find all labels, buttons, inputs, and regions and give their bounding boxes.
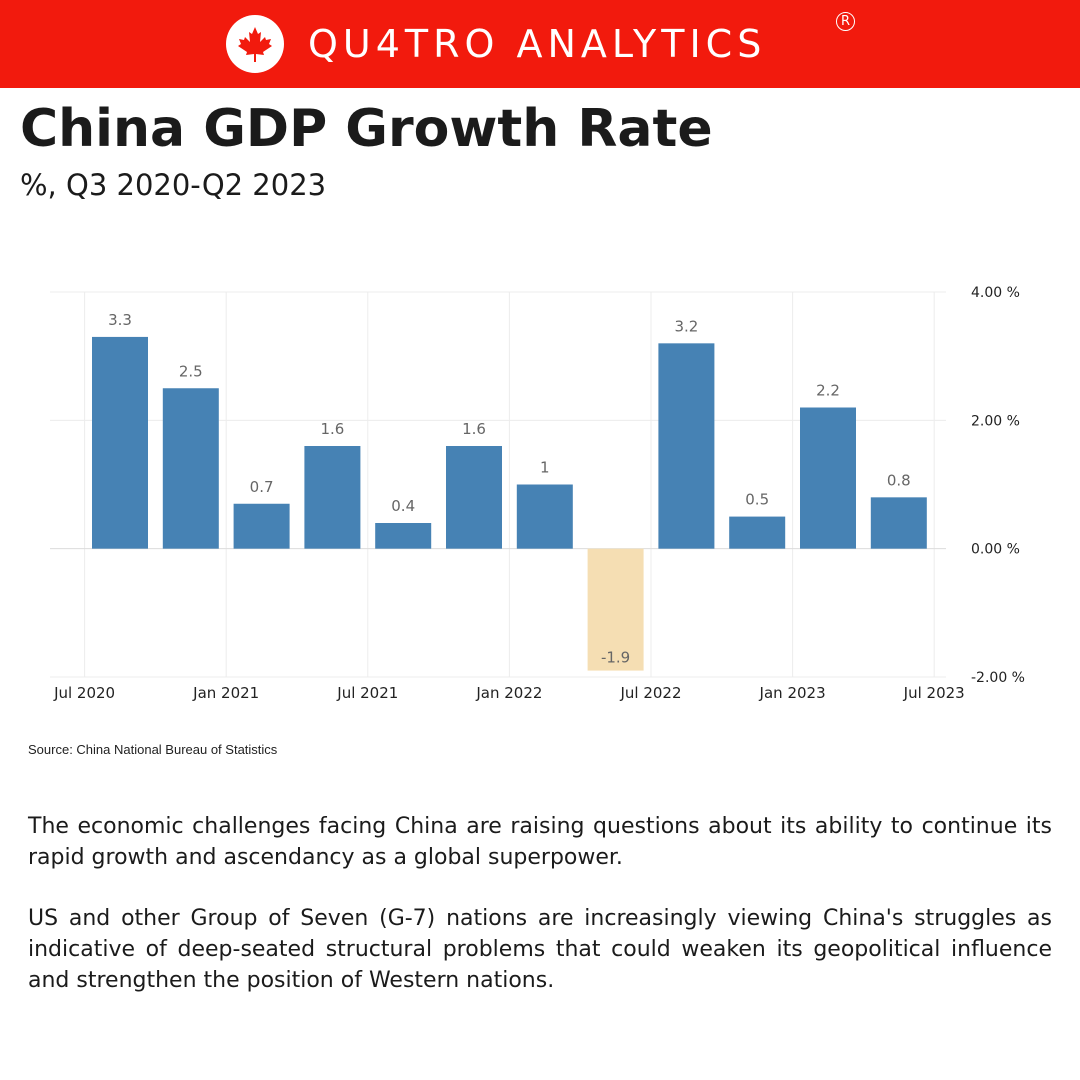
data-label: 0.5 xyxy=(745,491,769,509)
paragraph-2: US and other Group of Seven (G-7) nation… xyxy=(28,906,1052,993)
x-tick-label: Jul 2021 xyxy=(336,684,398,702)
data-label: 0.8 xyxy=(887,471,911,489)
bar xyxy=(375,523,432,549)
data-label: 3.3 xyxy=(108,311,132,329)
x-tick-label: Jul 2023 xyxy=(903,684,965,702)
brand-banner: QU4TRO ANALYTICS R xyxy=(0,0,1080,88)
data-label: 1 xyxy=(540,459,550,477)
x-tick-label: Jul 2020 xyxy=(53,684,115,702)
bar xyxy=(729,516,786,549)
y-tick-label: 0.00 % xyxy=(971,542,1020,558)
data-label: 2.5 xyxy=(179,362,203,380)
bar xyxy=(92,336,148,549)
bar xyxy=(233,503,290,549)
bar xyxy=(162,388,219,549)
maple-leaf-icon xyxy=(226,15,284,73)
bar xyxy=(516,484,573,549)
data-label: 1.6 xyxy=(320,420,344,438)
x-tick-label: Jan 2023 xyxy=(759,684,826,702)
paragraph-1: The economic challenges facing China are… xyxy=(28,814,1052,870)
data-label: 2.2 xyxy=(816,382,840,400)
data-label: 0.7 xyxy=(250,478,274,496)
data-label: 1.6 xyxy=(462,420,486,438)
gdp-bar-chart: 4.00 % 2.00 % 0.00 % -2.00 % 3.3 2.5 0.7 1.6 0.4… xyxy=(50,285,1025,702)
bar xyxy=(304,446,361,549)
data-label: 0.4 xyxy=(391,497,415,515)
data-label: 3.2 xyxy=(674,317,698,335)
brand-name: QU4TRO ANALYTICS xyxy=(308,22,767,66)
page-title: China GDP Growth Rate xyxy=(20,99,713,159)
page-subtitle: %, Q3 2020-Q2 2023 xyxy=(20,168,327,202)
bar xyxy=(870,497,927,549)
y-tick-label: 2.00 % xyxy=(971,413,1020,429)
registered-mark: R xyxy=(836,12,855,31)
y-tick-label: -2.00 % xyxy=(971,670,1025,686)
y-tick-label: 4.00 % xyxy=(971,285,1020,301)
bar xyxy=(800,407,856,549)
x-tick-label: Jan 2021 xyxy=(192,684,259,702)
x-tick-label: Jul 2022 xyxy=(619,684,681,702)
bar xyxy=(587,548,644,671)
bar xyxy=(446,446,502,549)
data-label: -1.9 xyxy=(601,649,630,667)
x-tick-label: Jan 2022 xyxy=(475,684,542,702)
bar xyxy=(658,343,715,549)
source-note: Source: China National Bureau of Statist… xyxy=(28,742,278,757)
